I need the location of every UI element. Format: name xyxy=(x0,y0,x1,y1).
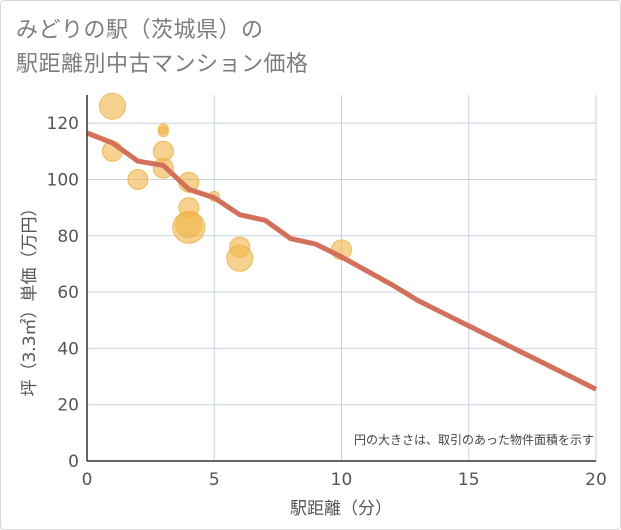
y-tick-label-20: 20 xyxy=(57,396,79,416)
chart-title-line-2: 駅距離別中古マンション価格 xyxy=(16,52,309,77)
y-axis-label: 坪（3.3㎡）単価（万円） xyxy=(20,199,40,396)
grid-lines xyxy=(87,95,597,461)
y-tick-label-80: 80 xyxy=(57,227,79,247)
bubble-13 xyxy=(226,244,254,272)
bubble-4 xyxy=(157,126,169,138)
y-tick-label-60: 60 xyxy=(57,283,79,303)
tick-labels: 0 20 40 60 80 100 120 0 5 10 15 20 xyxy=(47,114,607,490)
y-tick-label-40: 40 xyxy=(57,339,79,359)
x-tick-label-10: 10 xyxy=(331,470,353,490)
bubble-10 xyxy=(172,210,206,244)
size-note: 円の大きさは、取引のあった物件面積を示す xyxy=(354,432,594,447)
trend-line xyxy=(86,130,598,392)
bubble-2 xyxy=(127,168,149,190)
y-tick-label-120: 120 xyxy=(47,114,79,134)
x-tick-label-15: 15 xyxy=(458,470,480,490)
x-tick-label-20: 20 xyxy=(585,470,607,490)
chart-title: みどりの駅（茨城県）の 駅距離別中古マンション価格 xyxy=(16,14,309,82)
y-tick-label-0: 0 xyxy=(68,452,79,472)
x-tick-label-5: 5 xyxy=(209,470,220,490)
axes xyxy=(86,95,596,462)
bubble-0 xyxy=(98,92,126,120)
y-tick-label-100: 100 xyxy=(47,170,79,190)
x-tick-label-0: 0 xyxy=(82,470,93,490)
x-axis-label: 駅距離（分） xyxy=(290,499,392,519)
chart-title-line-1: みどりの駅（茨城県）の xyxy=(16,18,264,43)
